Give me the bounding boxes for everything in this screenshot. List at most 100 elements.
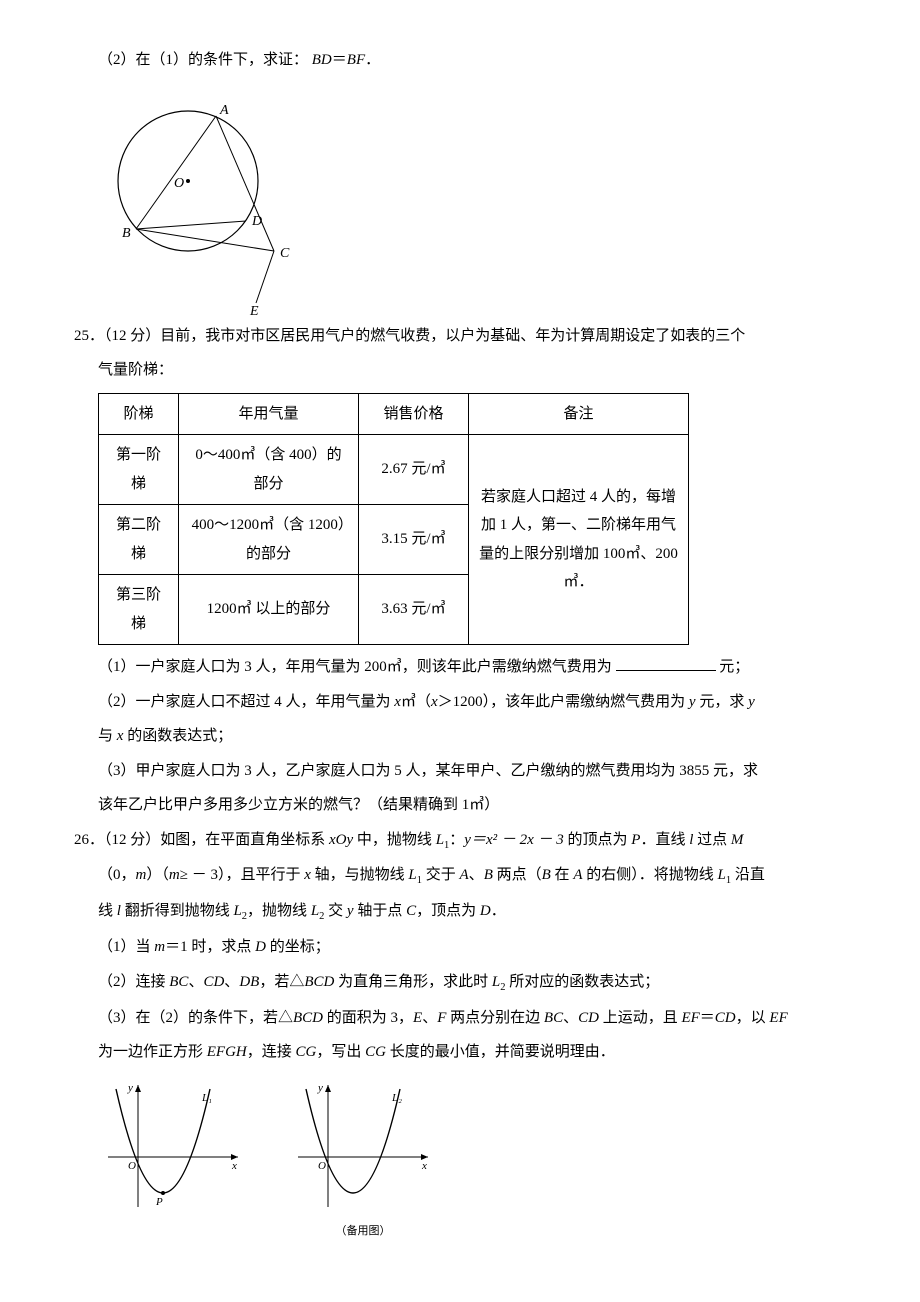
BC: BC	[169, 974, 188, 990]
q26-p2a: （2）连接	[98, 974, 169, 990]
q25-p3-l2: 该年乙户比甲户多用多少立方米的燃气？（结果精确到 1㎥）	[50, 791, 870, 820]
q26-l1b: 中，抛物线	[353, 832, 436, 848]
q26-p3h: ，以	[736, 1010, 770, 1026]
svg-text:L₁: L₁	[201, 1092, 212, 1104]
svg-text:O: O	[128, 1160, 136, 1172]
q26-l3f: ，顶点为	[416, 903, 480, 919]
q25-p1b: 元；	[716, 659, 750, 675]
col-price: 销售价格	[359, 393, 469, 435]
DB: DB	[239, 974, 259, 990]
blank-answer[interactable]	[616, 656, 716, 671]
L1: L	[436, 832, 444, 848]
q25-p3b: 该年乙户比甲户多用多少立方米的燃气？（结果精确到 1㎥）	[98, 797, 499, 813]
q26-l1a: 26．（12 分）如图，在平面直角坐标系	[74, 832, 329, 848]
pricing-table: 阶梯 年用气量 销售价格 备注 第一阶梯 0～400㎥（含 400）的部分 2.…	[98, 393, 689, 646]
q25-p3-l1: （3）甲户家庭人口为 3 人，乙户家庭人口为 5 人，某年甲户、乙户缴纳的燃气费…	[50, 757, 870, 786]
col-range: 年用气量	[179, 393, 359, 435]
q24-part2: （2）在（1）的条件下，求证： BD＝BF．	[50, 46, 870, 75]
BCD: BCD	[304, 974, 334, 990]
q26-p3e: 、	[563, 1010, 578, 1026]
D: D	[480, 903, 491, 919]
fig-caption: （备用图）	[288, 1221, 438, 1242]
q25-header: 25．（12 分）目前，我市对市区居民用气户的燃气收费，以户为基础、年为计算周期…	[50, 322, 870, 351]
q26-l3e: 轴于点	[354, 903, 407, 919]
q26-l1d: ．直线	[640, 832, 689, 848]
q26-l2e: 交于	[422, 867, 460, 883]
svg-text:A: A	[219, 103, 229, 118]
EFGH: EFGH	[207, 1044, 247, 1060]
CG2: CG	[365, 1044, 386, 1060]
q24-bd: BD	[312, 52, 332, 68]
price1: 2.67 元/㎥	[359, 435, 469, 505]
L2c: L	[492, 974, 500, 990]
x: x	[304, 867, 311, 883]
range1: 0～400㎥（含 400）的部分	[179, 435, 359, 505]
q24-diagram: O A B D C E	[50, 81, 870, 316]
q26-l2i: 的右侧）．将抛物线	[582, 867, 717, 883]
svg-text:x: x	[421, 1160, 427, 1172]
E: E	[413, 1010, 422, 1026]
q25-p2-cond: ＞1200），该年此户需缴纳燃气费用为	[438, 694, 689, 710]
q26-p3g: ＝	[700, 1010, 715, 1026]
colon: ：	[449, 832, 464, 848]
svg-text:D: D	[251, 214, 262, 229]
q26-p2d: ，若△	[259, 974, 304, 990]
parabola-right-svg: y x O L₂	[288, 1077, 438, 1217]
svg-text:y: y	[317, 1082, 323, 1094]
q26-p4b: ，连接	[247, 1044, 296, 1060]
var-y: y	[689, 694, 696, 710]
q26-l2b: ）（	[146, 867, 169, 883]
q26-l1: 26．（12 分）如图，在平面直角坐标系 xOy 中，抛物线 L1：y＝x² －…	[50, 826, 870, 856]
q25-p2-l1: （2）一户家庭人口不超过 4 人，年用气量为 x㎥（x＞1200），该年此户需缴…	[50, 688, 870, 717]
B2: B	[542, 867, 551, 883]
q26-p4d: 长度的最小值，并简要说明理由．	[386, 1044, 615, 1060]
A: A	[460, 867, 469, 883]
M: M	[731, 832, 744, 848]
parabola-left-svg: y x O L₁ P	[98, 1077, 248, 1217]
q26-l2c: ≥ － 3），且平行于	[180, 867, 304, 883]
table-row: 第一阶梯 0～400㎥（含 400）的部分 2.67 元/㎥ 若家庭人口超过 4…	[99, 435, 689, 505]
col-note: 备注	[469, 393, 689, 435]
table-header-row: 阶梯 年用气量 销售价格 备注	[99, 393, 689, 435]
q26-p4a: 为一边作正方形	[98, 1044, 207, 1060]
B: B	[484, 867, 493, 883]
BC2: BC	[544, 1010, 563, 1026]
q25-p2a: （2）一户家庭人口不超过 4 人，年用气量为	[98, 694, 394, 710]
fig-right: y x O L₂ （备用图）	[288, 1077, 438, 1242]
var-x: x	[394, 694, 401, 710]
var-x2: x	[431, 694, 438, 710]
xoy: xOy	[329, 832, 353, 848]
q26-p3c: 、	[422, 1010, 437, 1026]
D2: D	[255, 939, 266, 955]
q26-p3-l2: 为一边作正方形 EFGH，连接 CG，写出 CG 长度的最小值，并简要说明理由．	[50, 1038, 870, 1067]
note-cell: 若家庭人口超过 4 人的，每增加 1 人，第一、二阶梯年用气量的上限分别增加 1…	[469, 435, 689, 645]
q24-bf: BF	[347, 52, 365, 68]
L1c: L	[718, 867, 726, 883]
m: m	[136, 867, 147, 883]
svg-text:O: O	[318, 1160, 326, 1172]
q25-h1: 25．（12 分）目前，我市对市区居民用气户的燃气收费，以户为基础、年为计算周期…	[74, 328, 745, 344]
CG: CG	[296, 1044, 317, 1060]
q26-figures: y x O L₁ P y x O L₂ （备用图）	[98, 1077, 870, 1242]
q26-p3d: 两点分别在边	[446, 1010, 544, 1026]
svg-text:y: y	[127, 1082, 133, 1094]
svg-text:E: E	[249, 304, 259, 316]
range2: 400～1200㎥（含 1200）的部分	[179, 505, 359, 575]
tier1: 第一阶梯	[99, 435, 179, 505]
svg-text:B: B	[122, 226, 131, 241]
q26-l3d: 交	[324, 903, 347, 919]
col-tier: 阶梯	[99, 393, 179, 435]
q26-l2d: 轴，与抛物线	[311, 867, 409, 883]
F: F	[437, 1010, 446, 1026]
q25-p2-l2: 与 x 的函数表达式；	[50, 722, 870, 751]
CD: CD	[203, 974, 224, 990]
q26-l2h: 在	[551, 867, 574, 883]
q25-p2-l2b: 的函数表达式；	[123, 728, 232, 744]
q24-period: ．	[365, 52, 380, 68]
CD3: CD	[715, 1010, 736, 1026]
svg-text:x: x	[231, 1160, 237, 1172]
svg-text:P: P	[155, 1196, 163, 1208]
q25-p3a: （3）甲户家庭人口为 3 人，乙户家庭人口为 5 人，某年甲户、乙户缴纳的燃气费…	[98, 763, 758, 779]
q26-p2b: 、	[188, 974, 203, 990]
q26-p2c: 、	[224, 974, 239, 990]
